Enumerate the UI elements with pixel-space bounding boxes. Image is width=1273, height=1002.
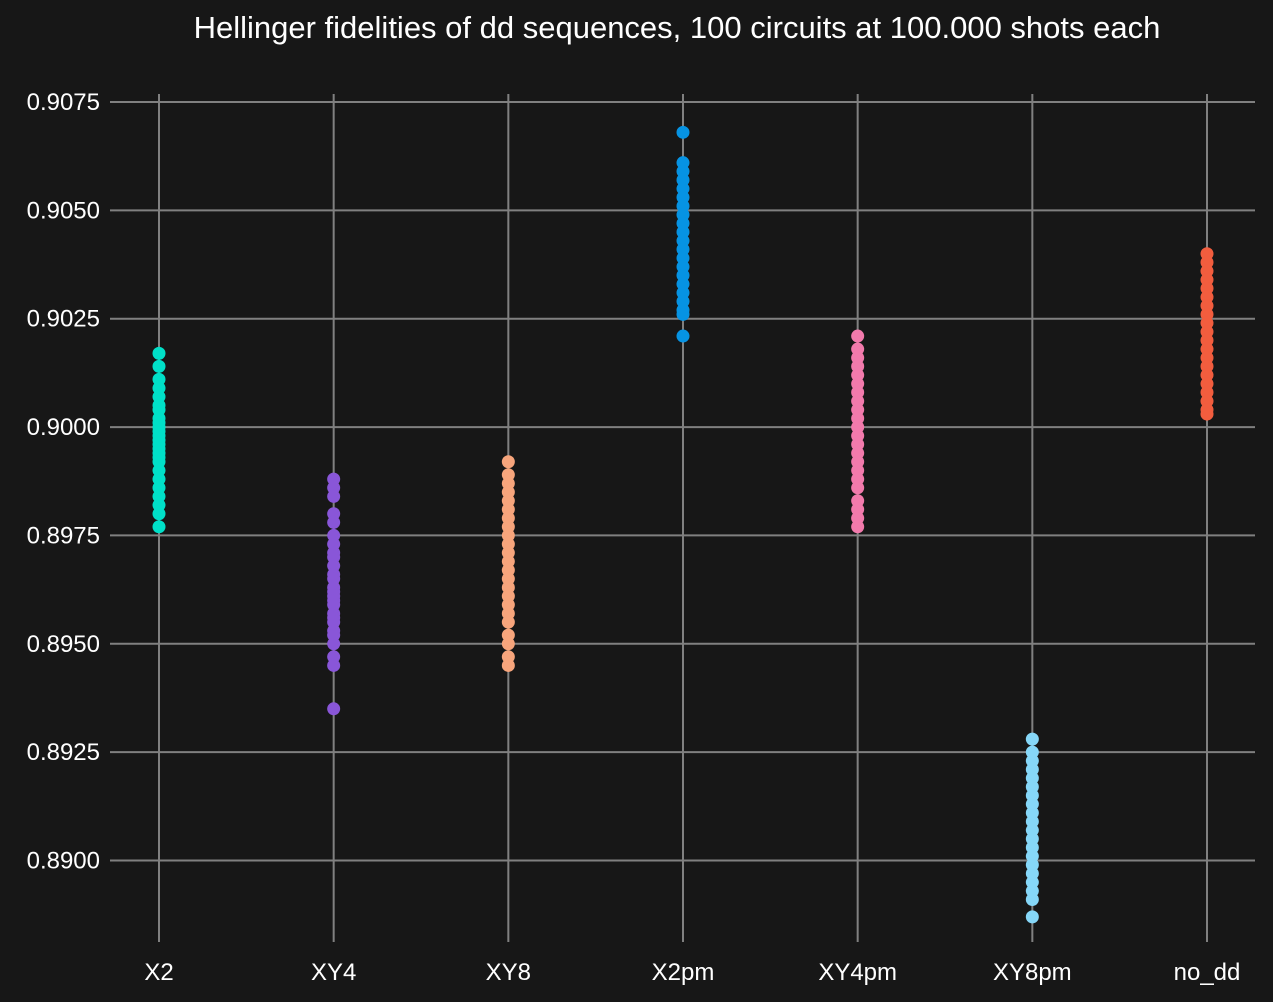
- y-tick-label: 0.8975: [27, 522, 100, 549]
- x-tick-label: XY4pm: [818, 959, 897, 986]
- y-tick-label: 0.9025: [27, 306, 100, 333]
- y-tick-label: 0.8925: [27, 739, 100, 766]
- data-point-xy8: [501, 455, 515, 469]
- x-tick-label: XY8pm: [993, 959, 1072, 986]
- x-tick-label: XY4: [311, 959, 356, 986]
- y-tick-label: 0.9050: [27, 197, 100, 224]
- data-point-xy8pm: [1025, 910, 1039, 924]
- data-point-x2pm: [676, 125, 690, 139]
- data-point-xy4: [327, 515, 341, 529]
- chart-title: Hellinger fidelities of dd sequences, 10…: [194, 10, 1161, 45]
- data-point-xy8: [501, 637, 515, 651]
- data-point-xy8pm: [1025, 732, 1039, 746]
- y-tick-label: 0.8900: [27, 848, 100, 875]
- data-points: [152, 125, 1214, 924]
- data-point-xy8: [501, 615, 515, 629]
- data-point-xy4pm: [851, 329, 865, 343]
- data-point-xy4pm: [851, 520, 865, 534]
- data-point-x2: [152, 346, 166, 360]
- x-tick-label: XY8: [486, 959, 531, 986]
- data-point-x2: [152, 520, 166, 534]
- y-tick-label: 0.9000: [27, 414, 100, 441]
- data-point-xy4: [327, 702, 341, 716]
- y-tick-label: 0.9075: [27, 89, 100, 116]
- tick-labels: 0.8900 0.8925 0.8950 0.8975 0.9000 0.9025 0.90…: [27, 89, 1241, 986]
- data-point-xy8pm: [1025, 893, 1039, 907]
- data-point-no-dd: [1200, 407, 1214, 421]
- data-point-x2pm: [676, 329, 690, 343]
- x-tick-label: no_dd: [1174, 959, 1241, 986]
- data-point-xy8: [501, 658, 515, 672]
- data-point-x2: [152, 507, 166, 521]
- y-tick-label: 0.8950: [27, 631, 100, 658]
- x-tick-label: X2pm: [652, 959, 715, 986]
- data-point-xy4pm: [851, 481, 865, 495]
- x-tick-label: X2: [144, 959, 173, 986]
- data-point-x2: [152, 359, 166, 373]
- data-point-x2pm: [676, 307, 690, 321]
- data-point-xy4: [327, 637, 341, 651]
- data-point-xy4: [327, 489, 341, 503]
- data-point-xy4: [327, 658, 341, 672]
